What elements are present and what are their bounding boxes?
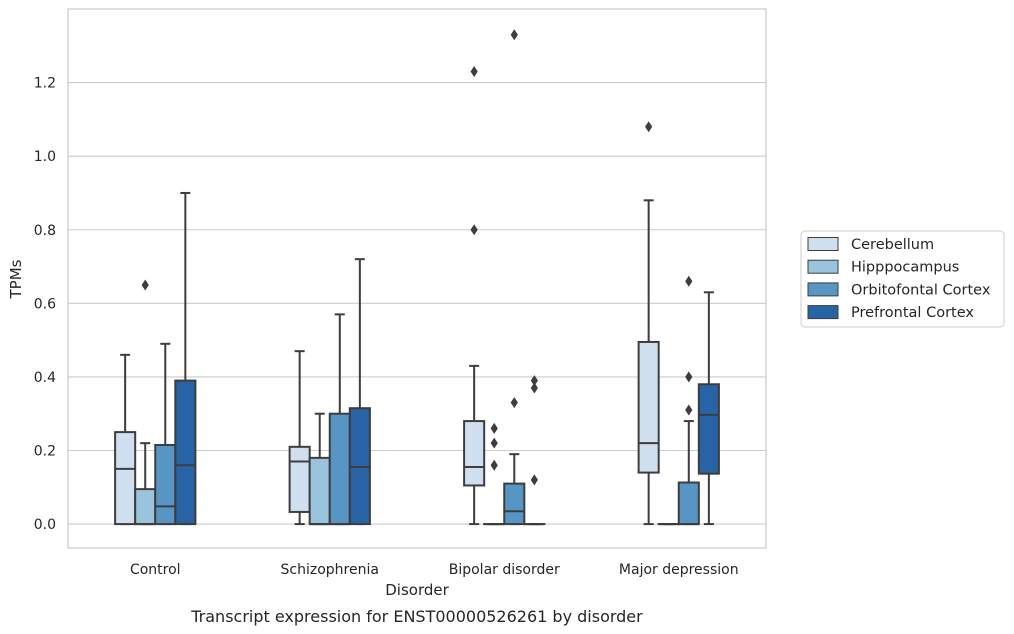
legend-swatch	[807, 259, 839, 274]
box-body	[308, 456, 331, 526]
box-body	[328, 412, 351, 526]
plot-frame	[67, 8, 767, 549]
box-prefrontal-cortex	[523, 375, 546, 526]
legend-swatch	[807, 237, 839, 251]
y-axis-title: TPMs	[7, 259, 25, 299]
legend-frame	[800, 230, 1005, 328]
box-cerebellum	[114, 353, 137, 526]
y-tick-label: 1.0	[34, 149, 56, 165]
outlier-point	[141, 279, 149, 291]
box-body	[134, 488, 157, 526]
y-tick-label: 0.4	[34, 370, 56, 386]
outlier-point	[490, 459, 498, 471]
outlier-point	[685, 275, 693, 287]
legend-swatch	[807, 305, 839, 320]
outlier-point	[530, 382, 538, 394]
x-tick-label: Bipolar disorder	[449, 562, 560, 578]
outlier-point	[490, 437, 498, 449]
outlier-point	[490, 422, 498, 434]
box-body	[463, 420, 486, 487]
box-orbitofontal-cortex	[503, 29, 526, 526]
outlier-point	[470, 224, 478, 236]
outlier-point	[530, 375, 538, 387]
outlier-point	[530, 474, 538, 486]
y-tick-label: 0.2	[34, 444, 56, 460]
x-axis-ticks: Control Schizophrenia Bipolar disorder Majo…	[130, 562, 739, 578]
legend-label: Hipppocampus	[851, 260, 959, 276]
box-body	[154, 443, 177, 526]
box-plot-series	[114, 29, 720, 526]
outlier-point	[470, 66, 478, 78]
legend-label: Prefrontal Cortex	[851, 305, 974, 321]
outlier-point	[510, 397, 518, 409]
box-body	[697, 383, 720, 475]
box-hipppocampus	[308, 412, 331, 526]
box-prefrontal-cortex	[174, 191, 197, 526]
x-tick-label: Control	[130, 562, 181, 578]
box-body	[288, 445, 311, 513]
y-tick-label: 0.6	[34, 296, 56, 312]
outlier-point	[510, 29, 518, 41]
box-cerebellum	[463, 66, 486, 526]
x-tick-label: Schizophrenia	[281, 562, 379, 578]
x-tick-label: Major depression	[619, 562, 739, 578]
outlier-point	[685, 404, 693, 416]
chart-caption: Transcript expression for ENST0000052626…	[190, 607, 643, 626]
box-hipppocampus	[483, 422, 506, 526]
outlier-point	[685, 371, 693, 383]
y-tick-label: 0.8	[34, 223, 56, 239]
box-orbitofontal-cortex	[154, 342, 177, 526]
legend-swatch	[807, 282, 839, 297]
box-orbitofontal-cortex	[328, 313, 351, 526]
box-cerebellum	[288, 350, 311, 526]
box-body	[114, 431, 137, 526]
y-axis-ticks: 0.0 0.2 0.4 0.6 0.8 1.0 1.2	[34, 76, 56, 534]
box-prefrontal-cortex	[348, 258, 371, 526]
legend-label: Cerebellum	[851, 237, 934, 253]
box-prefrontal-cortex	[697, 291, 720, 526]
box-body	[503, 482, 526, 526]
box-hipppocampus	[134, 279, 157, 526]
box-orbitofontal-cortex	[677, 275, 700, 526]
x-axis-title: Disorder	[385, 581, 449, 599]
y-tick-label: 1.2	[34, 76, 56, 92]
outlier-point	[645, 121, 653, 133]
box-body	[174, 379, 197, 526]
y-tick-label: 0.0	[34, 517, 56, 533]
legend: Cerebellum Hipppocampus Orbitofontal Corte…	[800, 230, 1005, 328]
box-body	[637, 340, 660, 474]
legend-label: Orbitofontal Cortex	[851, 282, 991, 298]
box-body	[677, 481, 700, 526]
box-cerebellum	[637, 121, 660, 526]
